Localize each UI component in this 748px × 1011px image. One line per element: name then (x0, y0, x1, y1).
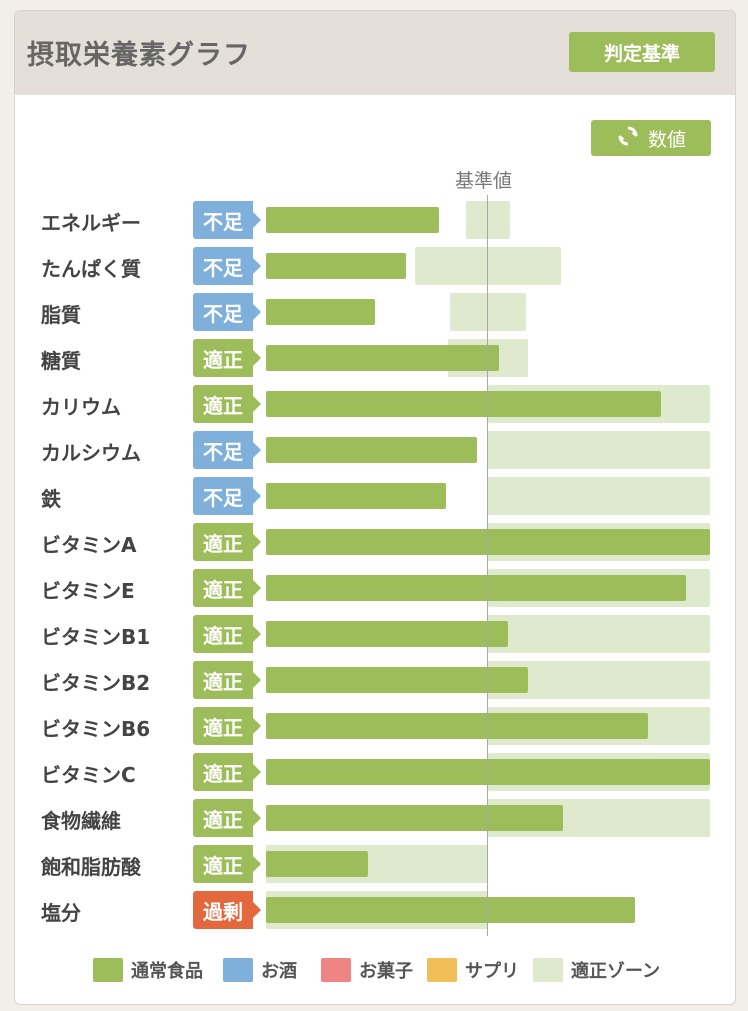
nutrient-row: ビタミンB1 適正 (15, 611, 735, 657)
nutrient-row: たんぱく質 不足 (15, 243, 735, 289)
nutrient-row: 食物繊維 適正 (15, 795, 735, 841)
nutrient-row: エネルギー 不足 (15, 197, 735, 243)
legend-item: サプリ (427, 957, 519, 983)
nutrient-row: ビタミンB2 適正 (15, 657, 735, 703)
intake-bar (266, 207, 440, 233)
proper-zone (488, 477, 710, 515)
status-badge: 過剰 (193, 891, 261, 929)
status-badge: 適正 (193, 523, 261, 561)
status-badge: 適正 (193, 385, 261, 423)
nutrient-row: ビタミンE 適正 (15, 565, 735, 611)
intake-bar (266, 483, 446, 509)
legend-label: お菓子 (359, 961, 413, 982)
status-badge: 適正 (193, 661, 261, 699)
page-title: 摂取栄養素グラフ (27, 40, 251, 71)
status-badge: 不足 (193, 201, 261, 239)
status-badge: 適正 (193, 799, 261, 837)
reference-label: 基準値 (455, 170, 513, 192)
intake-bar (266, 345, 500, 371)
value-toggle-button[interactable]: 数値 (591, 120, 711, 156)
proper-zone (488, 431, 710, 469)
reference-line (487, 195, 488, 936)
legend-swatch (223, 958, 253, 982)
nutrient-label: 鉄 (41, 487, 61, 511)
legend-item: お菓子 (321, 957, 413, 983)
chart-rows: エネルギー 不足 たんぱく質 不足 脂質 不足 糖質 適正 カリウム 適正 カルシウム 不足鉄不足 ビタ… (15, 11, 735, 1004)
nutrient-row: 糖質 適正 (15, 335, 735, 381)
criteria-button[interactable]: 判定基準 (569, 32, 715, 72)
nutrient-row: ビタミンA 適正 (15, 519, 735, 565)
intake-bar (266, 253, 406, 279)
intake-bar (266, 805, 564, 831)
nutrient-row: 飽和脂肪酸 適正 (15, 841, 735, 887)
nutrient-label: ビタミンC (41, 763, 136, 787)
legend-swatch (533, 958, 563, 982)
nutrient-row: ビタミンC 適正 (15, 749, 735, 795)
intake-bar (266, 713, 648, 739)
nutrient-label: カリウム (41, 395, 121, 419)
nutrient-row: ビタミンB6 適正 (15, 703, 735, 749)
proper-zone (488, 615, 710, 653)
nutrient-label: 飽和脂肪酸 (41, 855, 141, 879)
intake-bar (266, 759, 710, 785)
status-badge: 適正 (193, 615, 261, 653)
status-badge: 不足 (193, 477, 261, 515)
value-toggle-label: 数値 (647, 128, 686, 151)
nutrient-label: エネルギー (41, 211, 141, 235)
legend-item: 通常食品 (93, 957, 203, 983)
nutrient-label: ビタミンB2 (41, 671, 151, 695)
legend-item: お酒 (223, 957, 297, 983)
intake-bar (266, 621, 508, 647)
nutrient-label: 脂質 (41, 303, 81, 327)
status-badge: 適正 (193, 707, 261, 745)
intake-bar (266, 529, 710, 555)
intake-bar (266, 667, 528, 693)
intake-bar (266, 851, 369, 877)
status-badge: 適正 (193, 339, 261, 377)
nutrient-label: ビタミンB6 (41, 717, 151, 741)
nutrient-row: 脂質 不足 (15, 289, 735, 335)
nutrient-label: 糖質 (41, 349, 81, 373)
refresh-icon (616, 124, 640, 153)
status-badge: 不足 (193, 247, 261, 285)
nutrient-row: 鉄 不足 (15, 473, 735, 519)
legend-label: サプリ (465, 961, 519, 982)
status-badge: 不足 (193, 293, 261, 331)
legend-swatch (321, 958, 351, 982)
status-badge: 適正 (193, 753, 261, 791)
legend-swatch (427, 958, 457, 982)
nutrient-row: カリウム 適正 (15, 381, 735, 427)
legend-label: 通常食品 (131, 961, 203, 982)
nutrient-label: たんぱく質 (41, 257, 141, 281)
nutrient-label: ビタミンB1 (41, 625, 151, 649)
legend-item: 適正ゾーン (533, 957, 660, 983)
legend-label: お酒 (261, 961, 297, 982)
nutrient-row: カルシウム 不足 (15, 427, 735, 473)
nutrient-label: ビタミンA (41, 533, 137, 557)
nutrient-row: 塩分 過剰 (15, 887, 735, 933)
legend-swatch (93, 958, 123, 982)
intake-bar (266, 437, 477, 463)
card-header: 摂取栄養素グラフ 判定基準 (15, 11, 735, 95)
intake-bar (266, 897, 635, 923)
chart-legend: 通常食品 お酒 お菓子 サプリ 適正ゾーン (15, 957, 735, 987)
intake-bar (266, 299, 375, 325)
nutrient-label: ビタミンE (41, 579, 135, 603)
intake-bar (266, 575, 686, 601)
intake-bar (266, 391, 662, 417)
nutrient-label: 塩分 (41, 901, 81, 925)
status-badge: 適正 (193, 569, 261, 607)
legend-label: 適正ゾーン (571, 961, 661, 982)
status-badge: 適正 (193, 845, 261, 883)
nutrient-label: 食物繊維 (41, 809, 121, 833)
nutrient-label: カルシウム (41, 441, 141, 465)
status-badge: 不足 (193, 431, 261, 469)
nutrient-chart-card: 摂取栄養素グラフ 判定基準 数値 基準値 エネルギー 不足 たんぱく質 不足 脂質 不足糖… (14, 10, 736, 1005)
